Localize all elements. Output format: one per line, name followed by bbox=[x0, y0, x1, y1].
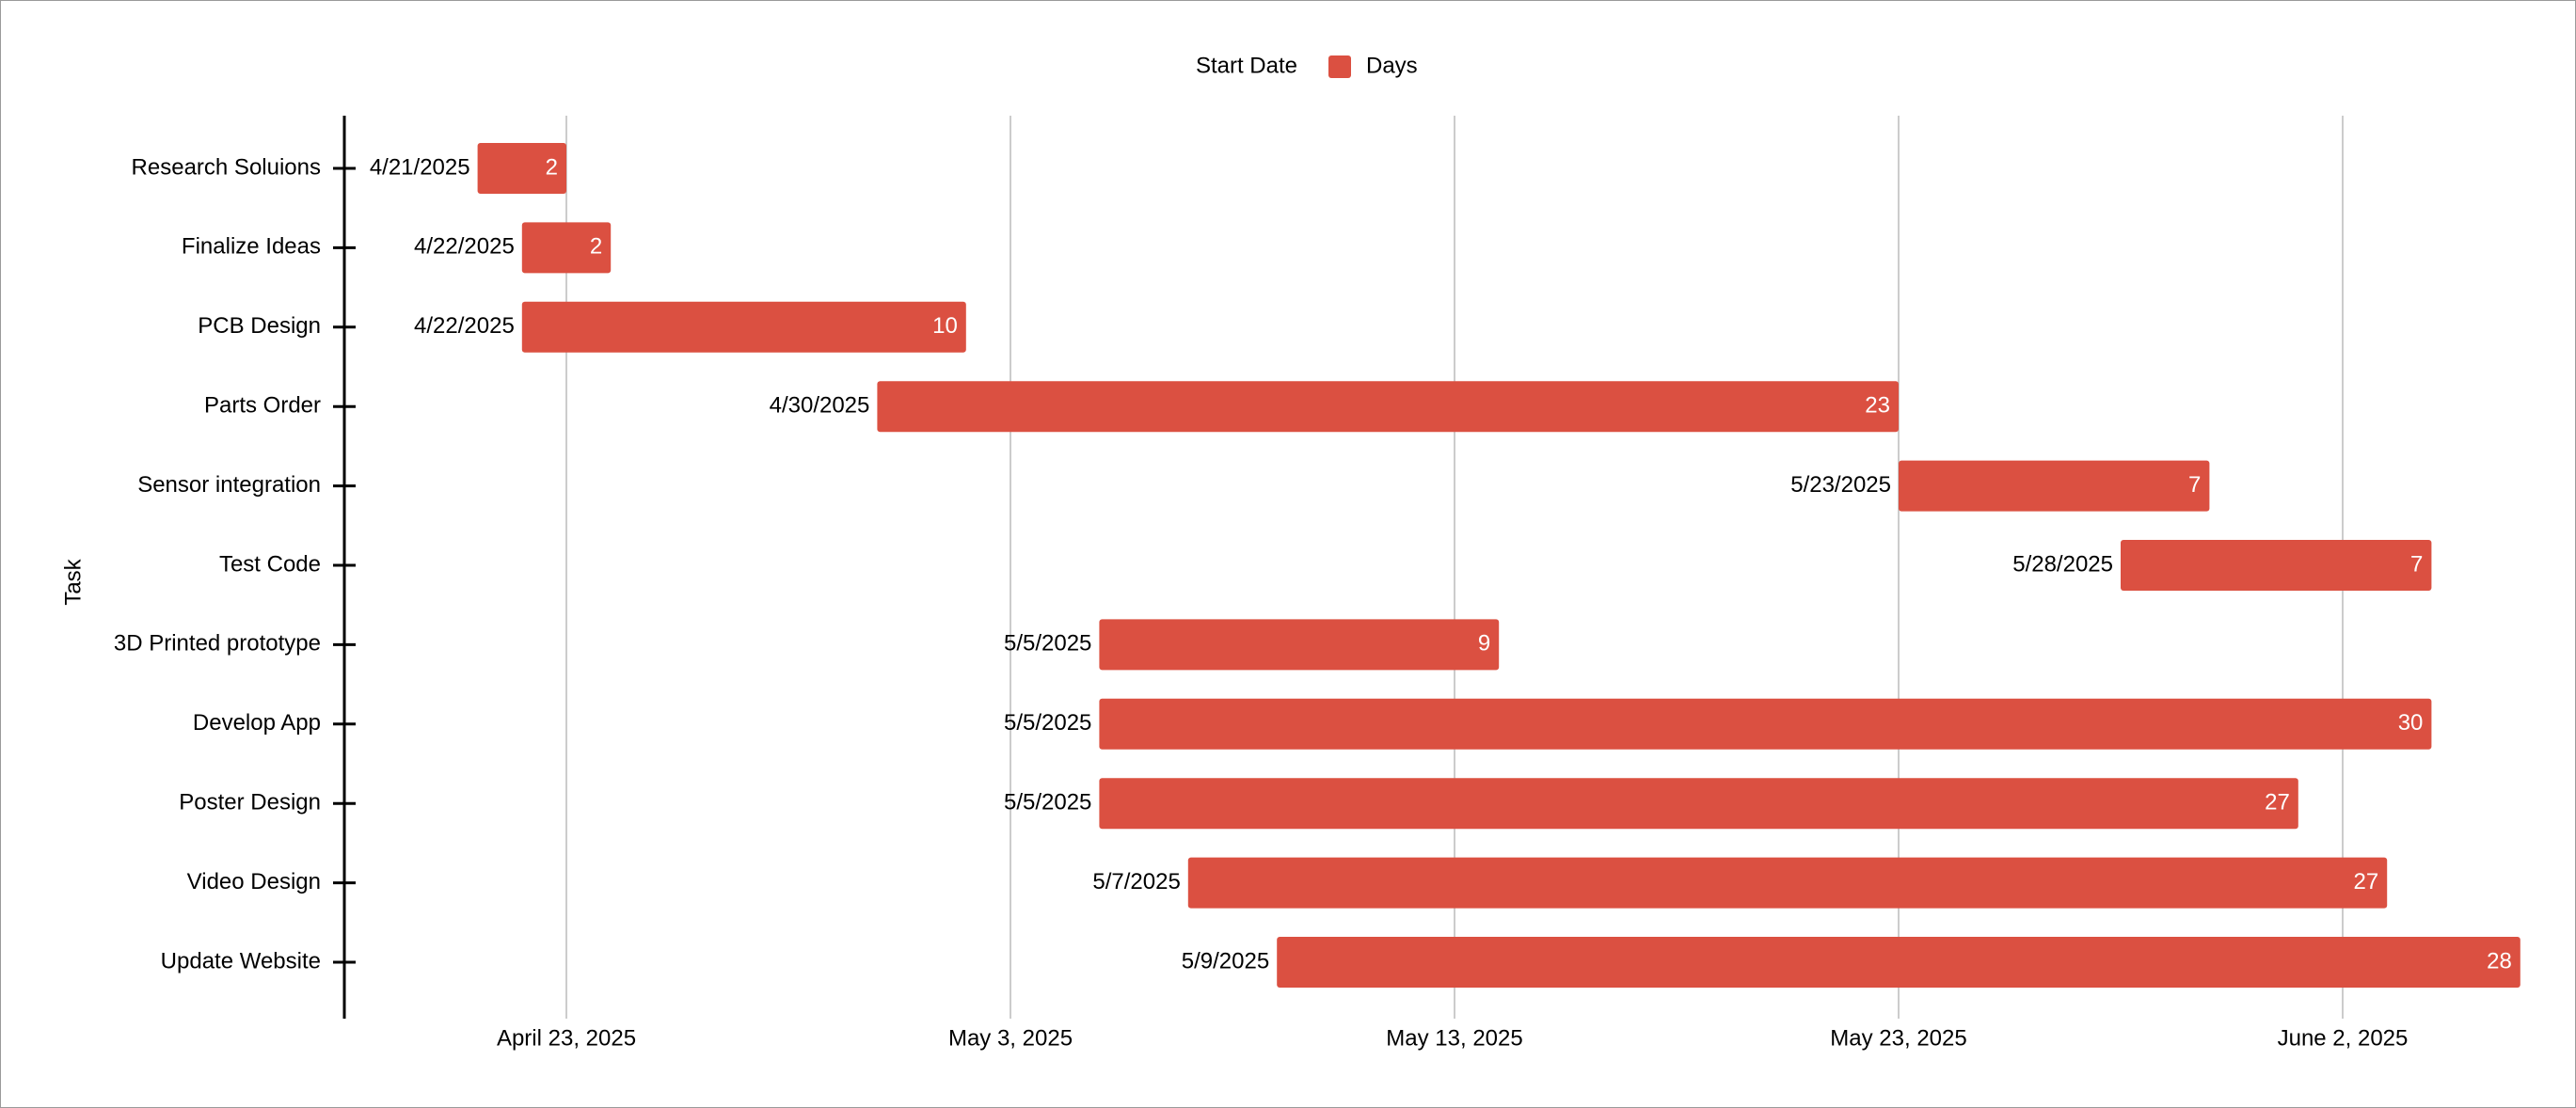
bar-days bbox=[1099, 698, 2432, 750]
x-tick-label: May 3, 2025 bbox=[948, 1025, 1073, 1051]
data-label-start-date: 5/7/2025 bbox=[1092, 869, 1180, 894]
bar-days bbox=[877, 381, 1899, 433]
data-label-days: 2 bbox=[546, 154, 558, 180]
y-axis-title: Task bbox=[60, 558, 86, 605]
data-label-start-date: 5/9/2025 bbox=[1182, 948, 1269, 973]
y-category-label: Video Design bbox=[187, 869, 321, 894]
y-category-label: Update Website bbox=[161, 948, 321, 973]
data-label-days: 2 bbox=[590, 234, 602, 260]
data-label-start-date: 4/21/2025 bbox=[370, 154, 470, 180]
bar-days bbox=[2121, 540, 2432, 591]
data-label-start-date: 5/5/2025 bbox=[1004, 631, 1091, 657]
data-label-start-date: 5/23/2025 bbox=[1790, 472, 1891, 498]
x-tick-label: May 23, 2025 bbox=[1830, 1025, 1966, 1051]
x-tick-label: May 13, 2025 bbox=[1386, 1025, 1522, 1051]
data-label-days: 28 bbox=[2487, 948, 2512, 973]
bar-days bbox=[521, 222, 612, 274]
data-label-days: 7 bbox=[2188, 472, 2201, 498]
legend: Start Date Days bbox=[1196, 53, 1418, 78]
legend-label-days: Days bbox=[1366, 53, 1418, 78]
bar-days bbox=[1277, 937, 2520, 988]
y-category-label: Poster Design bbox=[179, 790, 321, 815]
bar-days bbox=[1099, 778, 2298, 830]
data-label-days: 27 bbox=[2353, 869, 2378, 894]
labels: April 23, 2025 May 3, 2025 May 13, 2025 May… bbox=[114, 154, 2512, 1051]
bar-days bbox=[1187, 857, 2388, 909]
legend-label-start-date: Start Date bbox=[1196, 53, 1297, 78]
data-label-days: 10 bbox=[932, 313, 958, 339]
y-category-label: Research Soluions bbox=[132, 154, 321, 180]
bar-days bbox=[1099, 619, 1500, 671]
y-category-label: Test Code bbox=[219, 551, 321, 577]
bars bbox=[477, 143, 2520, 988]
y-category-label: Parts Order bbox=[204, 393, 321, 419]
bar-days bbox=[1899, 460, 2210, 512]
data-label-days: 7 bbox=[2410, 551, 2423, 577]
x-tick-label: April 23, 2025 bbox=[497, 1025, 636, 1051]
data-label-start-date: 4/22/2025 bbox=[414, 234, 515, 260]
data-label-days: 23 bbox=[1865, 393, 1890, 419]
data-label-start-date: 4/30/2025 bbox=[770, 393, 870, 419]
bar-days bbox=[521, 301, 966, 353]
data-label-start-date: 4/22/2025 bbox=[414, 313, 515, 339]
data-label-days: 9 bbox=[1478, 631, 1490, 657]
y-category-label: Develop App bbox=[193, 710, 321, 736]
x-tick-label: June 2, 2025 bbox=[2278, 1025, 2409, 1051]
y-category-label: PCB Design bbox=[198, 313, 321, 339]
y-category-label: Sensor integration bbox=[137, 472, 321, 498]
data-label-start-date: 5/28/2025 bbox=[2012, 551, 2113, 577]
data-label-start-date: 5/5/2025 bbox=[1004, 790, 1091, 815]
y-category-label: 3D Printed prototype bbox=[114, 631, 321, 657]
legend-swatch-days bbox=[1328, 55, 1351, 78]
axes bbox=[333, 116, 356, 1019]
bar-days bbox=[477, 143, 566, 194]
data-label-days: 30 bbox=[2398, 710, 2424, 736]
data-label-start-date: 5/5/2025 bbox=[1004, 710, 1091, 736]
data-label-days: 27 bbox=[2265, 790, 2290, 815]
y-category-label: Finalize Ideas bbox=[182, 234, 321, 260]
